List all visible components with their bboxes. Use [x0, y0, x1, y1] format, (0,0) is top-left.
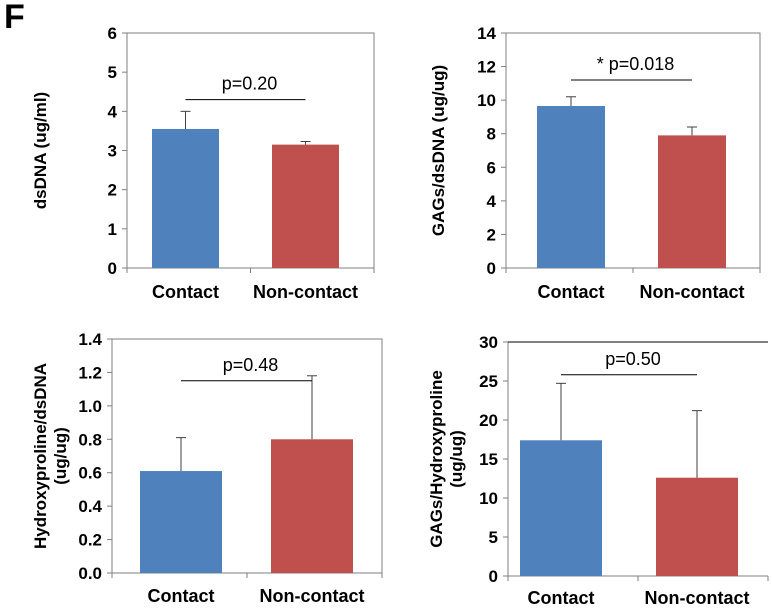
chart-1-y-axis-label-line: dsDNA (ug/ml): [31, 92, 50, 209]
chart-2-category-label: Non-contact: [640, 282, 745, 302]
chart-1-y-tick-label: 3: [108, 142, 117, 161]
chart-3-y-tick-label: 0.8: [78, 430, 102, 449]
chart-2-bar-contact: [537, 106, 605, 269]
chart-4-y-tick-label: 0: [489, 567, 498, 586]
chart-2-y-tick-label: 12: [477, 58, 496, 77]
chart-1-y-tick-label: 6: [108, 24, 117, 43]
chart-2-category-label: Contact: [538, 282, 605, 302]
chart-2-y-axis-label: GAGs/dsDNA (ug/ug): [429, 65, 448, 236]
chart-2-bar-non-contact: [658, 135, 726, 268]
chart-3-category-label: Contact: [148, 586, 215, 606]
chart-4-y-tick-label: 30: [479, 333, 498, 352]
chart-1-y-axis-label: dsDNA (ug/ml): [31, 92, 50, 209]
chart-2-y-tick-label: 10: [477, 91, 496, 110]
panel-letter: F: [4, 0, 25, 36]
chart-3-y-tick-label: 1.2: [78, 363, 102, 382]
chart-4-category-label: Non-contact: [645, 588, 750, 608]
chart-1-y-tick-label: 2: [108, 181, 117, 200]
chart-4-y-axis-label: GAGs/Hydroxyproline(ug/ug): [427, 370, 466, 548]
chart-4-y-axis-label-line: (ug/ug): [447, 430, 466, 488]
chart-1-y-tick-label: 1: [108, 220, 117, 239]
chart-4-bar-contact: [520, 440, 602, 576]
chart-1-bar-contact: [152, 128, 219, 268]
chart-2-y-tick-label: 6: [487, 158, 496, 177]
chart-1-y-tick-label: 4: [108, 102, 118, 121]
chart-3-y-tick-label: 1.4: [78, 330, 102, 349]
chart-3-p-value-annotation: p=0.48: [223, 355, 279, 375]
chart-3-y-tick-label: 0.2: [78, 531, 102, 550]
chart-2-y-tick-label: 2: [487, 225, 496, 244]
chart-3-y-tick-label: 0.4: [78, 497, 102, 516]
chart-1-p-value-annotation: p=0.20: [222, 74, 278, 94]
chart-2-y-tick-label: 0: [487, 259, 496, 278]
chart-3-y-tick-label: 1.0: [78, 397, 102, 416]
chart-3-y-axis-label-line: (ug/ug): [51, 427, 70, 485]
chart-3-y-axis-label-line: Hydroxyproline/dsDNA: [31, 363, 50, 549]
chart-4-bar-non-contact: [656, 477, 738, 576]
chart-2-p-value-annotation: * p=0.018: [597, 54, 675, 74]
chart-3-category-label: Non-contact: [260, 586, 365, 606]
chart-3-bar-non-contact: [271, 439, 353, 573]
chart-4-p-value-annotation: p=0.50: [605, 349, 661, 369]
chart-1-category-label: Contact: [152, 282, 219, 302]
chart-2-y-tick-label: 4: [487, 192, 497, 211]
chart-4-y-axis-label-line: GAGs/Hydroxyproline: [427, 370, 446, 548]
chart-4-category-label: Contact: [528, 588, 595, 608]
chart-3-bar-contact: [140, 471, 222, 573]
chart-4-y-tick-label: 20: [479, 411, 498, 430]
chart-4-y-tick-label: 25: [479, 372, 498, 391]
chart-2-y-axis-label-line: GAGs/dsDNA (ug/ug): [429, 65, 448, 236]
chart-2-y-tick-label: 14: [477, 24, 496, 43]
chart-4-y-tick-label: 10: [479, 489, 498, 508]
chart-3-y-tick-label: 0.0: [78, 564, 102, 583]
chart-1-category-label: Non-contact: [253, 282, 358, 302]
chart-4-y-tick-label: 15: [479, 450, 498, 469]
chart-3-y-axis-label: Hydroxyproline/dsDNA(ug/ug): [31, 363, 70, 549]
chart-1-y-tick-label: 5: [108, 63, 117, 82]
chart-1-y-tick-label: 0: [108, 259, 117, 278]
chart-1-bar-non-contact: [272, 144, 339, 268]
chart-4-y-tick-label: 5: [489, 528, 498, 547]
chart-3-y-tick-label: 0.6: [78, 464, 102, 483]
chart-2-y-tick-label: 8: [487, 125, 496, 144]
